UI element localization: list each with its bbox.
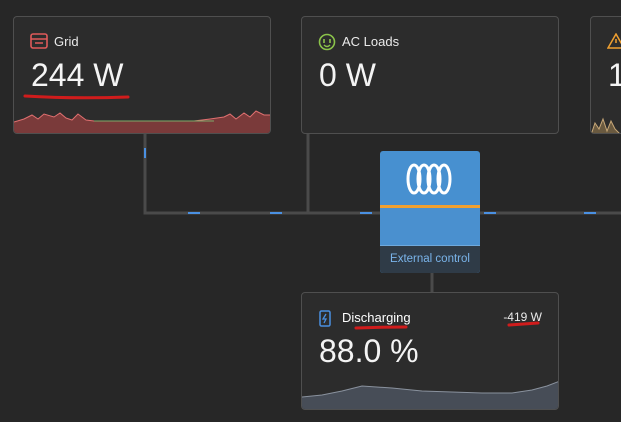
warning-icon	[607, 33, 621, 49]
battery-state: Discharging	[342, 310, 411, 325]
third-card[interactable]: 1	[590, 16, 621, 134]
grid-card[interactable]: Grid 244 W	[13, 16, 271, 134]
sparkline	[302, 381, 558, 409]
card-title: Grid	[54, 34, 79, 49]
battery-card[interactable]: Discharging -419 W 88.0 %	[301, 292, 559, 410]
sparkline	[591, 117, 620, 133]
inverter-box[interactable]: External control	[380, 151, 480, 273]
grid-icon	[30, 33, 48, 49]
power-value: 1	[608, 57, 621, 94]
card-title: AC Loads	[342, 34, 400, 49]
battery-power: -419 W	[503, 310, 542, 324]
power-value: 244 W	[31, 57, 124, 93]
battery-icon	[319, 310, 331, 327]
ac-loads-icon	[318, 33, 336, 51]
ac-loads-card[interactable]: AC Loads 0 W	[301, 16, 559, 134]
battery-soc: 88.0 %	[319, 333, 419, 369]
inverter-logo	[406, 163, 452, 195]
sparkline	[14, 110, 270, 133]
inverter-status: External control	[380, 245, 480, 273]
power-value: 0 W	[319, 57, 376, 93]
grid-connection	[143, 133, 380, 215]
